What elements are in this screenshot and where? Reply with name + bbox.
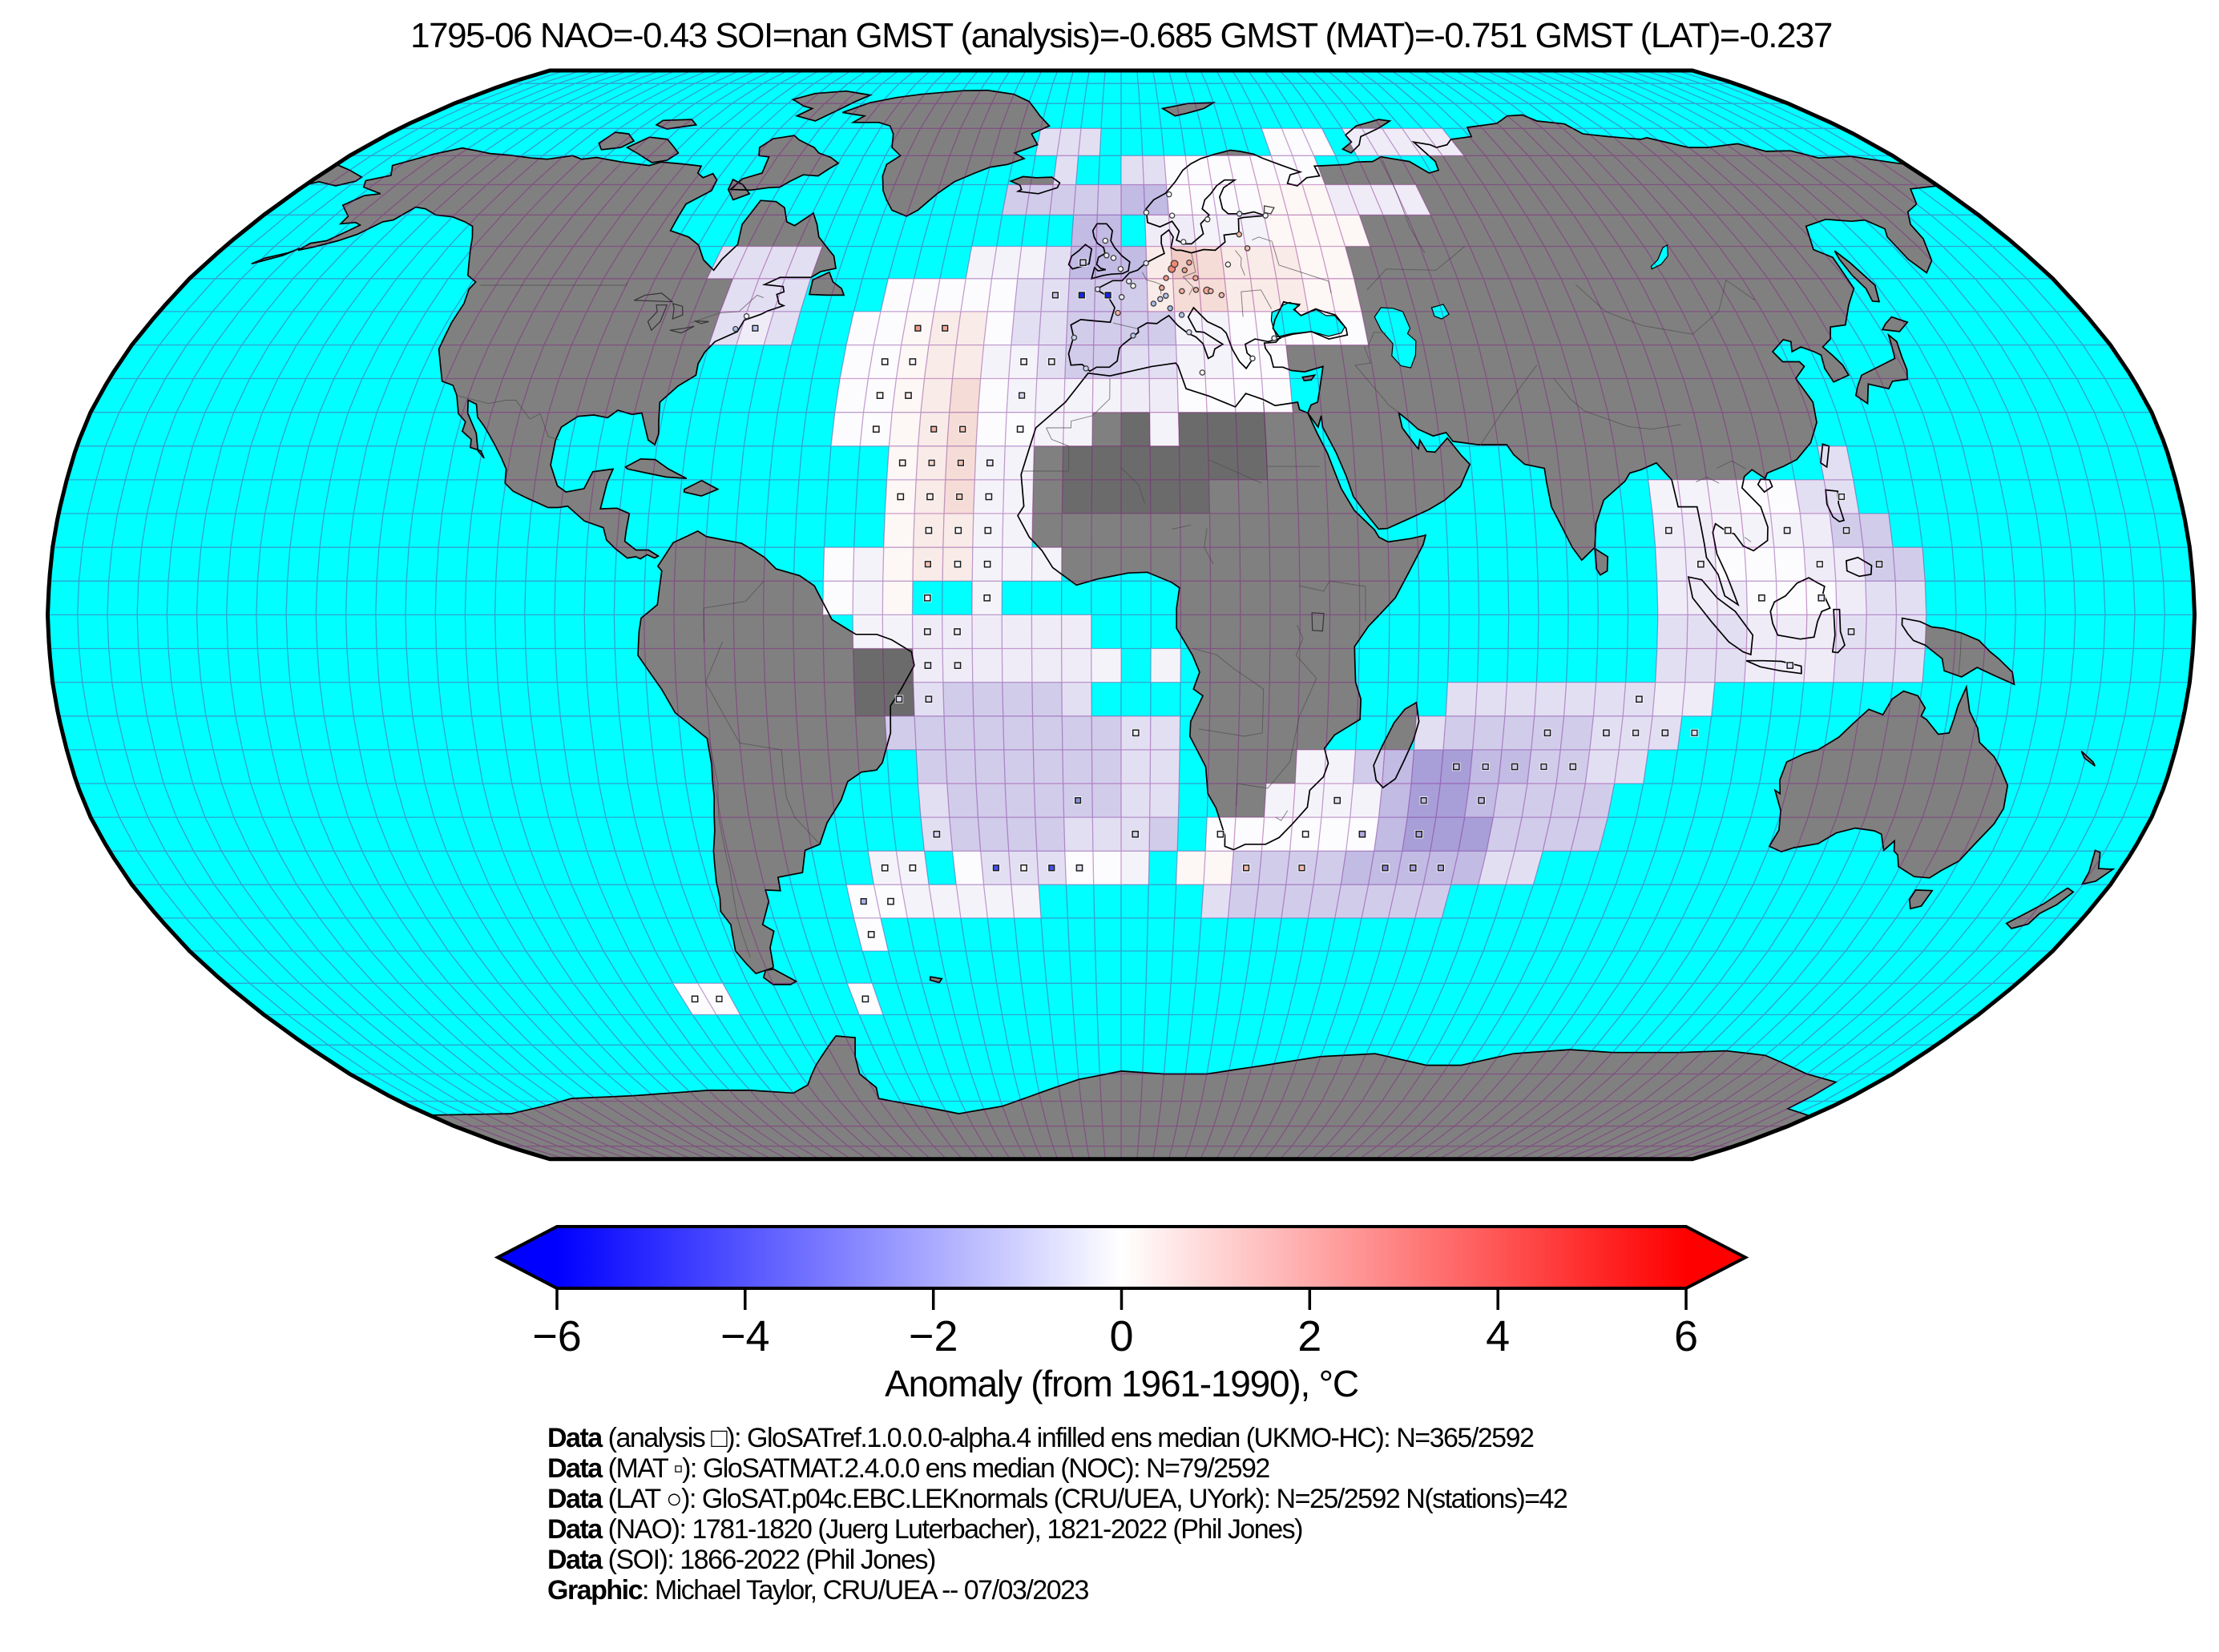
svg-text:−4: −4	[720, 1312, 770, 1360]
svg-text:Data (LAT ○): GloSAT.p04c.EBC.: Data (LAT ○): GloSAT.p04c.EBC.LEKnormals…	[547, 1484, 1567, 1514]
svg-text:Data (MAT ▫): GloSATMAT.2.4.0.: Data (MAT ▫): GloSATMAT.2.4.0.0 ens medi…	[547, 1453, 1269, 1484]
svg-text:Anomaly (from 1961-1990), °C: Anomaly (from 1961-1990), °C	[885, 1363, 1358, 1404]
svg-text:2: 2	[1297, 1312, 1321, 1360]
svg-text:Graphic: Michael Taylor, CRU/U: Graphic: Michael Taylor, CRU/UEA -- 07/0…	[547, 1575, 1089, 1606]
svg-text:0: 0	[1109, 1312, 1133, 1360]
svg-text:−6: −6	[532, 1312, 582, 1360]
svg-text:1795-06 NAO=-0.43 SOI=nan GMST: 1795-06 NAO=-0.43 SOI=nan GMST (analysis…	[410, 16, 1832, 55]
svg-text:Data (SOI): 1866-2022 (Phil Jo: Data (SOI): 1866-2022 (Phil Jones)	[547, 1545, 935, 1575]
svg-text:Data (NAO): 1781-1820 (Juerg L: Data (NAO): 1781-1820 (Juerg Luterbacher…	[547, 1514, 1302, 1545]
svg-text:Data (analysis □): GloSATref.1: Data (analysis □): GloSATref.1.0.0.0-alp…	[547, 1423, 1534, 1453]
svg-text:−2: −2	[909, 1312, 958, 1360]
svg-text:6: 6	[1674, 1312, 1698, 1360]
svg-text:4: 4	[1486, 1312, 1510, 1360]
